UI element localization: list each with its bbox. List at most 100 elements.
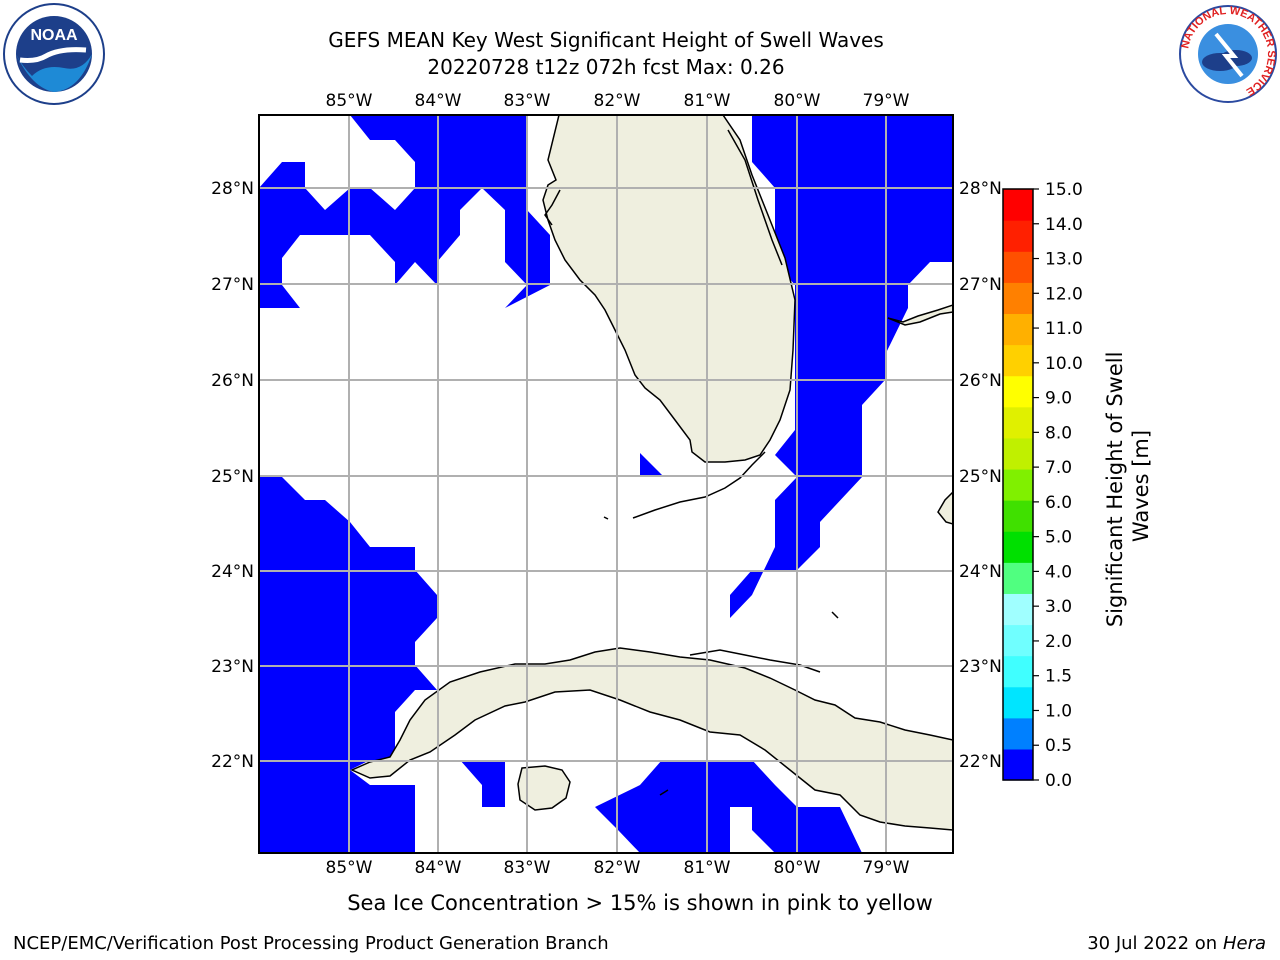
colorbar-segment [1003, 251, 1033, 283]
land-bahamas-andros [937, 490, 953, 525]
lon-tick-top: 81°W [684, 91, 731, 111]
colorbar-tick-label: 15.0 [1045, 180, 1083, 200]
land [350, 115, 953, 831]
colorbar-frame [1002, 188, 1034, 781]
colorbar-tick-label: 3.0 [1045, 597, 1072, 617]
lat-tick-right: 26°N [959, 371, 1002, 391]
lat-tick-left: 26°N [211, 371, 254, 391]
colorbar-tick-label: 4.0 [1045, 562, 1072, 582]
lon-tick-bottom: 81°W [684, 858, 731, 878]
jardines-reina [659, 789, 669, 796]
land-bahamas-grand [887, 304, 953, 326]
colorbar-segment [1003, 686, 1033, 719]
indian-river-lagoon [727, 129, 783, 266]
lon-tick-top: 84°W [415, 91, 462, 111]
colorbar-tick-label: 14.0 [1045, 215, 1083, 235]
colorbar-tick-label: 6.0 [1045, 493, 1072, 513]
colorbar-segment [1003, 406, 1033, 439]
colorbar-tick-label: 0.5 [1045, 736, 1072, 756]
land-isla-juventud [517, 765, 571, 811]
footer-host: Hera [1222, 933, 1266, 954]
colorbar-segment [1003, 468, 1033, 501]
lat-tick-left: 28°N [211, 179, 254, 199]
lat-tick-right: 22°N [959, 752, 1002, 772]
colorbar-segment [1003, 313, 1033, 346]
lon-tick-top: 83°W [504, 91, 551, 111]
land-cuba [350, 647, 953, 831]
lon-tick-bottom: 85°W [326, 858, 373, 878]
lat-tick-right: 28°N [959, 179, 1002, 199]
lon-tick-bottom: 79°W [863, 858, 910, 878]
colorbar-tick-label: 13.0 [1045, 250, 1083, 270]
florida-keys [632, 451, 766, 519]
sea-ice-caption: Sea Ice Concentration > 15% is shown in … [347, 891, 933, 915]
colorbar-segment [1003, 437, 1033, 470]
colorbar: 0.0 0.5 1.0 1.5 2.0 3.0 4.0 5.0 6.0 7.0 8.0 9.0 10.0… [1002, 180, 1083, 791]
colorbar-label-line2: Waves [m] [1129, 430, 1153, 542]
colorbar-segment [1003, 282, 1033, 315]
lon-tick-bottom: 80°W [774, 858, 821, 878]
colorbar-segment [1003, 500, 1033, 532]
footer-date-text: 30 Jul 2022 on [1087, 933, 1218, 954]
lon-tick-top: 80°W [774, 91, 821, 111]
colorbar-segment [1003, 220, 1033, 252]
lon-tick-top: 82°W [594, 91, 641, 111]
chart-subtitle: 20220728 t12z 072h fcst Max: 0.26 [427, 55, 785, 79]
nws-logo: NATIONAL WEATHER SERVICE [1179, 5, 1277, 103]
swell-area-nw [259, 115, 550, 308]
colorbar-tick-label: 5.0 [1045, 528, 1072, 548]
lon-tick-bottom: 82°W [594, 858, 641, 878]
dry-tortugas [603, 516, 609, 520]
lat-labels-left: 28°N 27°N 26°N 25°N 24°N 23°N 22°N [211, 179, 254, 772]
map-frame [258, 114, 954, 854]
colorbar-tick-label: 2.0 [1045, 632, 1072, 652]
land-florida [542, 115, 796, 463]
lon-labels-bottom: 85°W 84°W 83°W 82°W 81°W 80°W 79°W [326, 858, 910, 878]
colorbar-segment [1003, 375, 1033, 408]
colorbar-segment [1003, 593, 1033, 626]
colorbar-segment [1003, 189, 1033, 221]
colorbar-tick-label: 1.5 [1045, 667, 1072, 687]
colorbar-segment [1003, 562, 1033, 594]
colorbar-tick-label: 9.0 [1045, 389, 1072, 409]
graticule [259, 115, 953, 853]
lon-tick-top: 79°W [863, 91, 910, 111]
swell-area-s-2 [595, 760, 862, 853]
footer-credit: NCEP/EMC/Verification Post Processing Pr… [13, 933, 609, 954]
colorbar-label-line1: Significant Height of Swell [1103, 352, 1127, 628]
colorbar-segment [1003, 748, 1033, 781]
swell-area-s-1 [460, 760, 505, 807]
lat-tick-left: 27°N [211, 275, 254, 295]
footer-date: 30 Jul 2022 on Hera [1087, 933, 1266, 954]
lat-tick-left: 23°N [211, 657, 254, 677]
colorbar-tick-label: 11.0 [1045, 319, 1083, 339]
colorbar-segment [1003, 624, 1033, 657]
colorbar-segment [1003, 655, 1033, 688]
colorbar-tick-label: 12.0 [1045, 284, 1083, 304]
swell-area-marquesas [640, 453, 662, 475]
lon-tick-bottom: 83°W [504, 858, 551, 878]
colorbar-segment [1003, 717, 1033, 750]
colorbar-segment [1003, 344, 1033, 377]
lat-tick-left: 25°N [211, 467, 254, 487]
lat-tick-right: 25°N [959, 467, 1002, 487]
lat-tick-right: 24°N [959, 562, 1002, 582]
noaa-logo: NOAA [3, 3, 105, 105]
colorbar-tick-label: 0.0 [1045, 771, 1072, 791]
lat-tick-left: 24°N [211, 562, 254, 582]
colorbar-tick-label: 1.0 [1045, 701, 1072, 721]
chart-title: GEFS MEAN Key West Significant Height of… [328, 28, 884, 52]
tampa-bay [544, 189, 561, 226]
lat-tick-right: 27°N [959, 275, 1002, 295]
lon-tick-bottom: 84°W [415, 858, 462, 878]
lon-tick-top: 85°W [326, 91, 373, 111]
cay-sal [831, 611, 839, 619]
colorbar-segment [1003, 531, 1033, 563]
swell-area-ne [752, 115, 953, 475]
lat-tick-left: 22°N [211, 752, 254, 772]
lat-labels-right: 28°N 27°N 26°N 25°N 24°N 23°N 22°N [959, 179, 1002, 772]
lon-labels-top: 85°W 84°W 83°W 82°W 81°W 80°W 79°W [326, 91, 910, 111]
lat-tick-right: 23°N [959, 657, 1002, 677]
colorbar-tick-label: 8.0 [1045, 423, 1072, 443]
